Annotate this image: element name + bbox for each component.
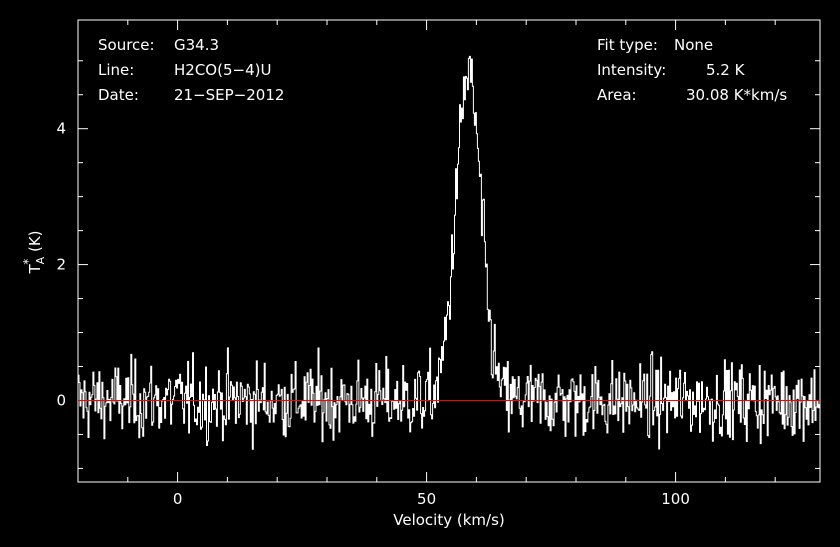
x-tick-label: 50 xyxy=(417,490,436,508)
y-tick-label: 4 xyxy=(56,120,66,138)
date-value: 21−SEP−2012 xyxy=(174,86,284,104)
y-axis-label-sup: * xyxy=(21,259,35,265)
line-label: Line: xyxy=(98,61,134,79)
y-axis-label-unit: (K) xyxy=(26,230,44,256)
y-axis-label: TA* (K) xyxy=(21,230,47,274)
x-tick-label: 0 xyxy=(173,490,183,508)
x-tick-label: 100 xyxy=(661,490,690,508)
series-layer xyxy=(78,55,821,450)
fit-type-value: None xyxy=(674,36,713,54)
y-tick-label: 0 xyxy=(56,391,66,409)
fit-type-label: Fit type: xyxy=(597,36,658,54)
source-value: G34.3 xyxy=(174,36,219,54)
y-axis-label-main: T xyxy=(26,264,44,275)
intensity-label: Intensity: xyxy=(597,61,666,79)
line-value: H2CO(5−4)U xyxy=(174,61,271,79)
intensity-value: 5.2 K xyxy=(706,61,746,79)
plot-frame xyxy=(77,19,821,483)
area-value: 30.08 K*km/s xyxy=(686,86,787,104)
source-label: Source: xyxy=(98,36,155,54)
x-axis-label: Velocity (km/s) xyxy=(393,511,504,529)
axis-ticks: 0 50 100 0 2 4 xyxy=(56,20,820,508)
date-label: Date: xyxy=(98,86,139,104)
y-axis-label-sub: A xyxy=(34,256,47,264)
y-tick-label: 2 xyxy=(56,256,66,274)
area-label: Area: xyxy=(597,86,637,104)
spectrum-line xyxy=(78,55,821,450)
